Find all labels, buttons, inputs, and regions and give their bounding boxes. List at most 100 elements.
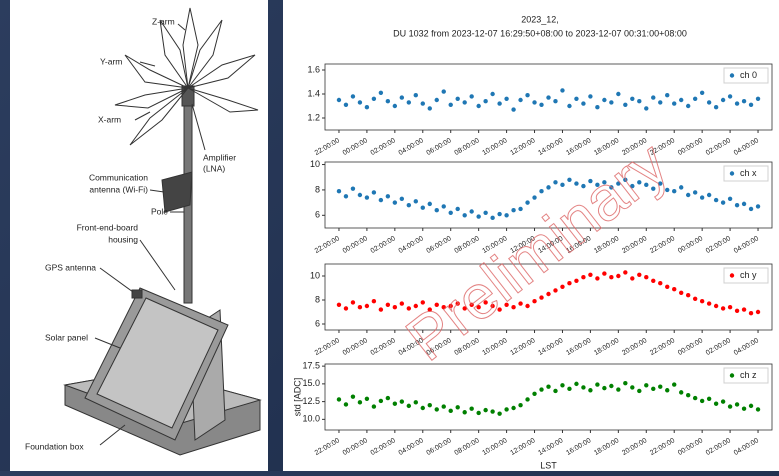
point <box>413 400 418 405</box>
point <box>378 398 384 404</box>
point <box>448 210 453 215</box>
point <box>364 396 370 401</box>
point <box>399 301 405 306</box>
point <box>462 306 467 311</box>
y-tick-label: 1.2 <box>307 112 320 122</box>
point <box>455 301 460 306</box>
point <box>504 407 509 412</box>
point <box>413 303 418 309</box>
y-axis-label: std [ADC] <box>292 378 302 417</box>
label-amplifier: (LNA) <box>203 163 225 173</box>
point <box>469 209 474 214</box>
point <box>427 106 432 111</box>
point <box>699 398 705 404</box>
y-tick-label: 1.6 <box>307 64 320 74</box>
point <box>371 190 377 195</box>
point <box>651 95 656 100</box>
point <box>595 182 600 188</box>
point <box>357 305 363 310</box>
point <box>525 397 530 402</box>
point <box>692 395 698 401</box>
y-tick-label: 8 <box>315 294 320 304</box>
y-tick-label: 17.5 <box>302 361 320 371</box>
point <box>378 197 384 203</box>
point <box>679 290 684 295</box>
plot-frame <box>324 363 773 431</box>
legend-marker <box>729 171 735 176</box>
point <box>434 302 439 307</box>
point <box>637 99 642 104</box>
point <box>567 386 572 392</box>
point <box>679 97 684 103</box>
point <box>602 97 607 103</box>
point <box>713 401 719 406</box>
point <box>336 97 342 103</box>
point <box>665 187 670 193</box>
point <box>546 95 551 100</box>
point <box>406 202 412 208</box>
point <box>539 188 544 194</box>
point <box>672 382 677 387</box>
legend-box <box>723 367 769 384</box>
point <box>637 272 642 277</box>
point <box>706 301 712 306</box>
point <box>727 196 733 202</box>
point <box>518 301 523 306</box>
point <box>609 275 614 280</box>
point <box>406 306 412 311</box>
point <box>350 394 356 399</box>
point <box>518 97 523 103</box>
point <box>685 103 691 109</box>
point <box>532 100 537 105</box>
point <box>392 401 398 406</box>
point <box>455 206 460 212</box>
point <box>553 180 558 185</box>
point <box>371 96 377 102</box>
point <box>560 182 565 188</box>
point <box>658 181 663 186</box>
plot-frame <box>324 63 773 131</box>
legend-marker <box>729 273 735 278</box>
point <box>525 93 530 98</box>
point <box>665 93 670 98</box>
point <box>727 94 733 99</box>
point <box>378 90 384 96</box>
legend-box <box>723 267 769 284</box>
label-solar-panel: Solar panel <box>45 332 88 342</box>
point <box>469 94 474 99</box>
point <box>748 206 754 212</box>
point <box>665 284 670 289</box>
point <box>658 100 663 105</box>
point <box>385 99 391 104</box>
label-comm-antenna: antenna (Wi-Fi) <box>89 184 148 194</box>
point <box>343 102 349 108</box>
point <box>560 284 565 289</box>
y-tick-label: 15.0 <box>302 378 320 388</box>
point <box>357 400 363 405</box>
label-x-arm: X-arm <box>98 114 121 124</box>
point <box>755 96 761 102</box>
point <box>441 89 446 94</box>
solar-panel-face <box>96 297 219 429</box>
point <box>448 303 453 309</box>
point <box>699 299 705 304</box>
point <box>734 402 740 407</box>
point <box>539 102 544 108</box>
point <box>574 96 579 102</box>
point <box>713 105 719 110</box>
point <box>504 213 509 218</box>
point <box>644 106 649 111</box>
point <box>637 180 642 185</box>
point <box>720 97 726 103</box>
legend-label: ch z <box>740 370 757 380</box>
point <box>490 409 495 414</box>
point <box>748 403 754 409</box>
point <box>574 181 579 186</box>
point <box>336 397 342 402</box>
chart-subtitle: DU 1032 from 2023-12-07 16:29:50+08:00 t… <box>393 28 687 38</box>
legend-label: ch x <box>740 168 757 178</box>
point <box>406 100 412 105</box>
point <box>581 275 586 280</box>
point <box>692 296 698 301</box>
point <box>616 91 621 97</box>
